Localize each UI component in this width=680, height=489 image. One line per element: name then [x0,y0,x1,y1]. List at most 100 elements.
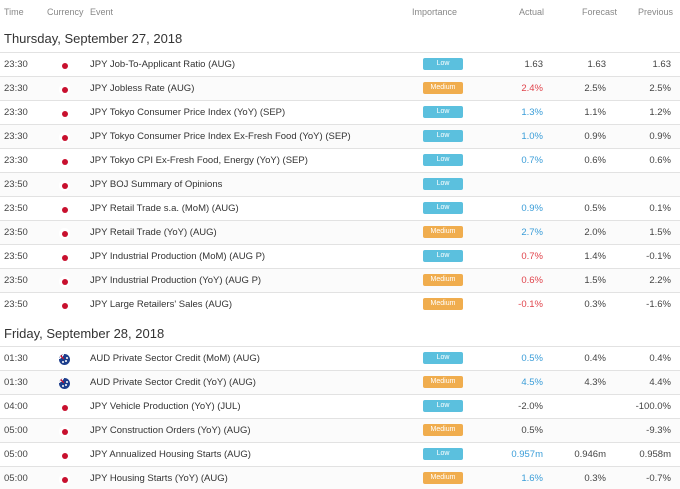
importance-badge: Low [423,154,463,166]
forecast-value: 2.0% [584,227,606,238]
importance-badge: Low [423,202,463,214]
event-row[interactable]: 23:30 JPY Job-To-Applicant Ratio (AUG) Low… [0,52,680,76]
event-name[interactable]: JPY Tokyo CPI Ex-Fresh Food, Energy (YoY… [90,155,308,166]
forecast-value: 0.6% [584,155,606,166]
actual-value: 2.7% [521,227,543,238]
importance-badge: Medium [423,298,463,310]
importance-badge: Medium [423,274,463,286]
event-time: 23:30 [4,83,28,94]
previous-value: -9.3% [646,425,671,436]
event-row[interactable]: 23:50 JPY Industrial Production (MoM) (AU… [0,244,680,268]
japan-flag-icon [59,108,70,119]
actual-value: 4.5% [521,377,543,388]
event-row[interactable]: 01:30 AUD Private Sector Credit (YoY) (AU… [0,370,680,394]
event-row[interactable]: 23:50 JPY BOJ Summary of Opinions Low [0,172,680,196]
forecast-value: 1.4% [584,251,606,262]
japan-flag-icon [59,156,70,167]
forecast-value: 2.5% [584,83,606,94]
event-row[interactable]: 23:50 JPY Industrial Production (YoY) (AU… [0,268,680,292]
previous-value: -100.0% [635,401,671,412]
actual-value: 0.5% [521,425,543,436]
event-name[interactable]: JPY Annualized Housing Starts (AUG) [90,449,251,460]
event-name[interactable]: JPY Large Retailers' Sales (AUG) [90,299,233,310]
event-name[interactable]: JPY Tokyo Consumer Price Index (YoY) (SE… [90,107,286,118]
event-name[interactable]: JPY Construction Orders (YoY) (AUG) [90,425,251,436]
forecast-value: 0.3% [584,299,606,310]
importance-badge: Low [423,448,463,460]
event-row[interactable]: 23:50 JPY Large Retailers' Sales (AUG) Med… [0,292,680,316]
actual-value: 0.6% [521,275,543,286]
event-time: 23:50 [4,251,28,262]
event-time: 05:00 [4,473,28,484]
event-name[interactable]: AUD Private Sector Credit (YoY) (AUG) [90,377,256,388]
event-row[interactable]: 23:30 JPY Tokyo CPI Ex-Fresh Food, Energy… [0,148,680,172]
event-name[interactable]: JPY Jobless Rate (AUG) [90,83,195,94]
event-time: 04:00 [4,401,28,412]
event-name[interactable]: JPY BOJ Summary of Opinions [90,179,223,190]
event-name[interactable]: JPY Industrial Production (YoY) (AUG P) [90,275,262,286]
japan-flag-icon [59,402,70,413]
event-name[interactable]: JPY Job-To-Applicant Ratio (AUG) [90,59,236,70]
event-row[interactable]: 23:30 JPY Tokyo Consumer Price Index Ex-F… [0,124,680,148]
event-time: 01:30 [4,353,28,364]
actual-value: 0.9% [521,203,543,214]
event-row[interactable]: 23:50 JPY Retail Trade (YoY) (AUG) Medium 2… [0,220,680,244]
event-name[interactable]: JPY Housing Starts (YoY) (AUG) [90,473,228,484]
event-name[interactable]: JPY Vehicle Production (YoY) (JUL) [90,401,241,412]
event-row[interactable]: 01:30 AUD Private Sector Credit (MoM) (AU… [0,346,680,370]
event-row[interactable]: 05:00 JPY Construction Orders (YoY) (AUG)… [0,418,680,442]
header-actual: Actual [519,7,545,17]
japan-flag-icon [59,276,70,287]
event-name[interactable]: JPY Retail Trade (YoY) (AUG) [90,227,217,238]
day-title: Thursday, September 27, 2018 [4,31,183,46]
event-name[interactable]: JPY Tokyo Consumer Price Index Ex-Fresh … [90,131,351,142]
japan-flag-icon [59,252,70,263]
actual-value: 2.4% [521,83,543,94]
event-row[interactable]: 23:30 JPY Jobless Rate (AUG) Medium 2.4% 2.5… [0,76,680,100]
forecast-value: 0.9% [584,131,606,142]
event-time: 23:50 [4,203,28,214]
importance-badge: Low [423,250,463,262]
previous-value: 1.5% [649,227,671,238]
event-name[interactable]: JPY Retail Trade s.a. (MoM) (AUG) [90,203,239,214]
previous-value: 1.2% [649,107,671,118]
header-event: Event [90,7,114,17]
japan-flag-icon [59,474,70,485]
event-row[interactable]: 23:50 JPY Retail Trade s.a. (MoM) (AUG) Lo… [0,196,680,220]
event-name[interactable]: JPY Industrial Production (MoM) (AUG P) [90,251,266,262]
japan-flag-icon [59,204,70,215]
event-time: 23:30 [4,59,28,70]
event-row[interactable]: 04:00 JPY Vehicle Production (YoY) (JUL) L… [0,394,680,418]
importance-badge: Medium [423,424,463,436]
event-row[interactable]: 05:00 JPY Annualized Housing Starts (AUG)… [0,442,680,466]
forecast-value: 0.4% [584,353,606,364]
header-currency: Currency [47,7,84,17]
japan-flag-icon [59,132,70,143]
importance-badge: Medium [423,472,463,484]
japan-flag-icon [59,426,70,437]
forecast-value: 1.1% [584,107,606,118]
previous-value: 0.4% [649,353,671,364]
japan-flag-icon [59,300,70,311]
event-time: 23:50 [4,299,28,310]
forecast-value: 1.5% [584,275,606,286]
event-row[interactable]: 23:30 JPY Tokyo Consumer Price Index (YoY… [0,100,680,124]
event-row[interactable]: 05:00 JPY Housing Starts (YoY) (AUG) Mediu… [0,466,680,489]
header-previous: Previous [638,7,674,17]
importance-badge: Low [423,178,463,190]
importance-badge: Medium [423,376,463,388]
previous-value: 0.6% [649,155,671,166]
previous-value: 2.5% [649,83,671,94]
japan-flag-icon [59,60,70,71]
forecast-value: 1.63 [587,59,607,70]
actual-value: 1.3% [521,107,543,118]
forecast-value: 0.946m [574,449,606,460]
event-name[interactable]: AUD Private Sector Credit (MoM) (AUG) [90,353,260,364]
header-time: Time [4,7,24,17]
importance-badge: Low [423,130,463,142]
importance-badge: Medium [423,226,463,238]
actual-value: 0.7% [521,251,543,262]
japan-flag-icon [59,84,70,95]
event-time: 23:50 [4,227,28,238]
header-importance: Importance [412,7,458,17]
